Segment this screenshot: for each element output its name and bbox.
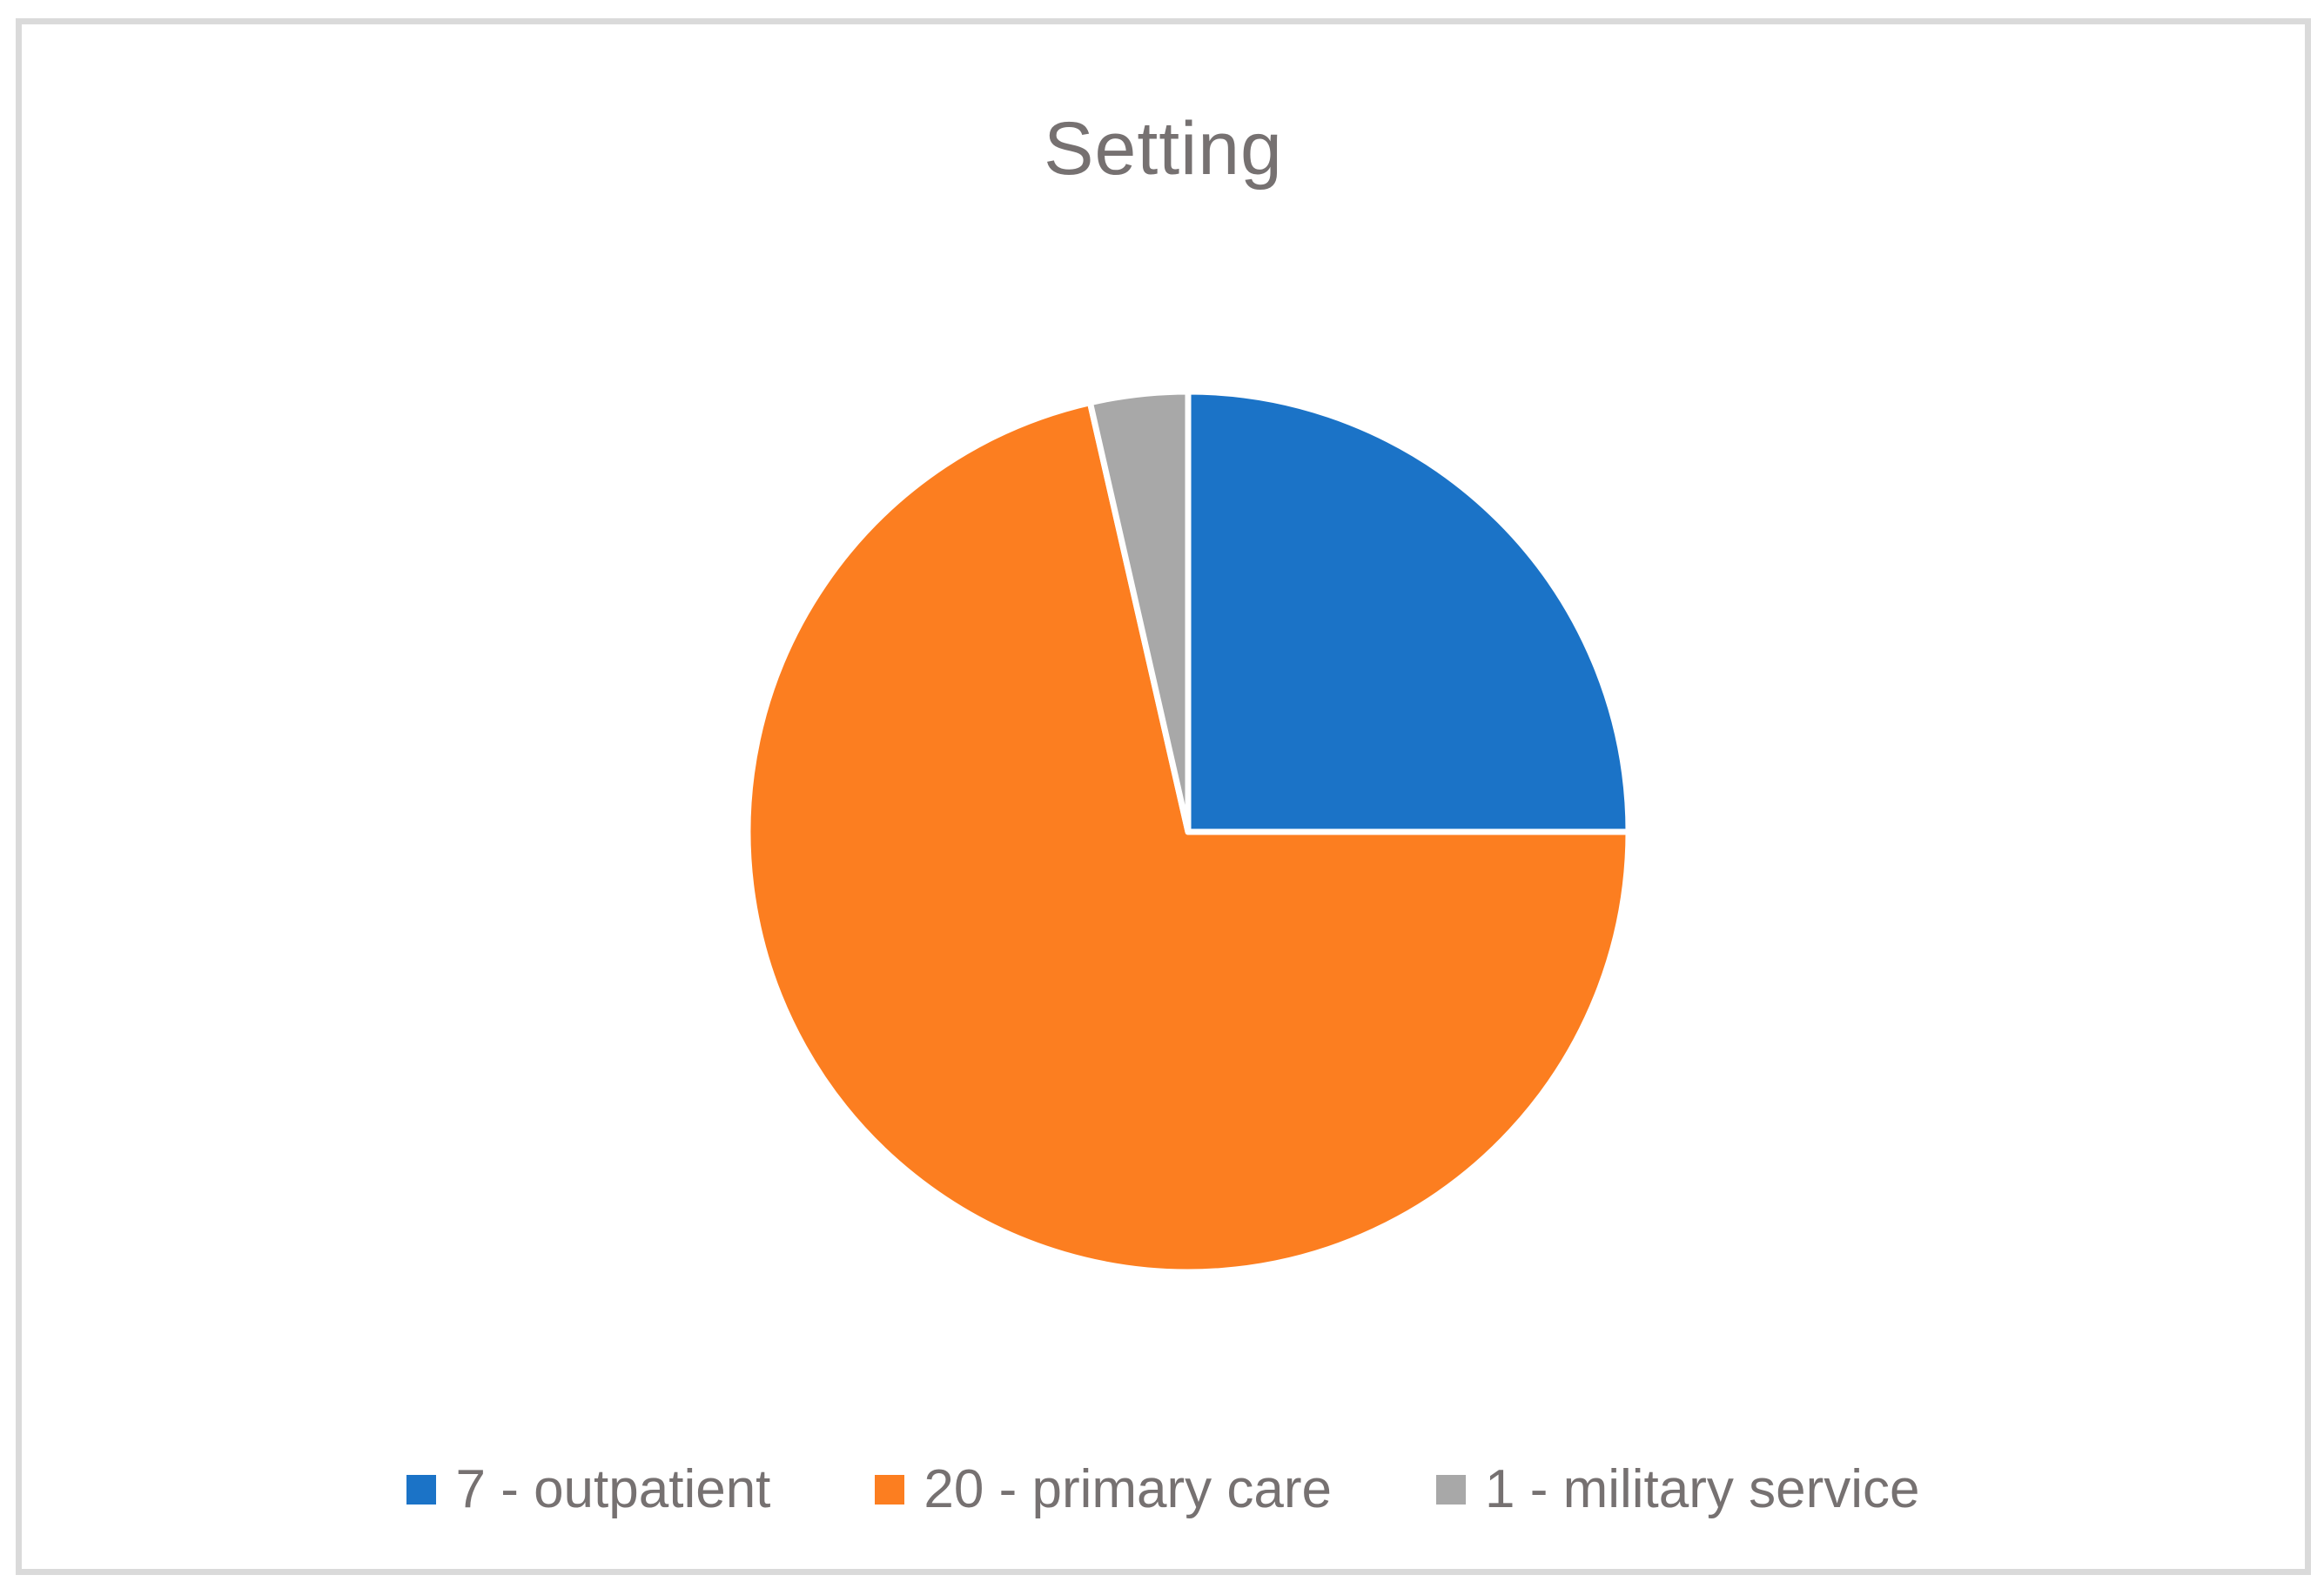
chart-frame: Setting 7 - outpatient 20 - primary care… <box>16 18 2311 1575</box>
pie-slice-outpatient <box>1185 388 1632 835</box>
chart-title: Setting <box>1044 107 1283 191</box>
legend-label-outpatient: 7 - outpatient <box>455 1459 771 1519</box>
pie-slice-primary-care <box>744 399 1632 1276</box>
legend-item-primary-care: 20 - primary care <box>875 1458 1332 1520</box>
legend-marker-primary-care-icon <box>875 1474 905 1505</box>
legend: 7 - outpatient 20 - primary care 1 - mil… <box>22 1458 2305 1520</box>
legend-marker-outpatient-icon <box>406 1474 437 1505</box>
pie-chart <box>744 388 1632 1276</box>
legend-item-military-service: 1 - military service <box>1435 1458 1920 1520</box>
pie-slice-military-service <box>1086 388 1192 835</box>
legend-marker-military-service-icon <box>1435 1474 1466 1505</box>
legend-label-primary-care: 20 - primary care <box>924 1459 1332 1519</box>
legend-item-outpatient: 7 - outpatient <box>406 1458 770 1520</box>
legend-label-military-service: 1 - military service <box>1484 1459 1920 1519</box>
